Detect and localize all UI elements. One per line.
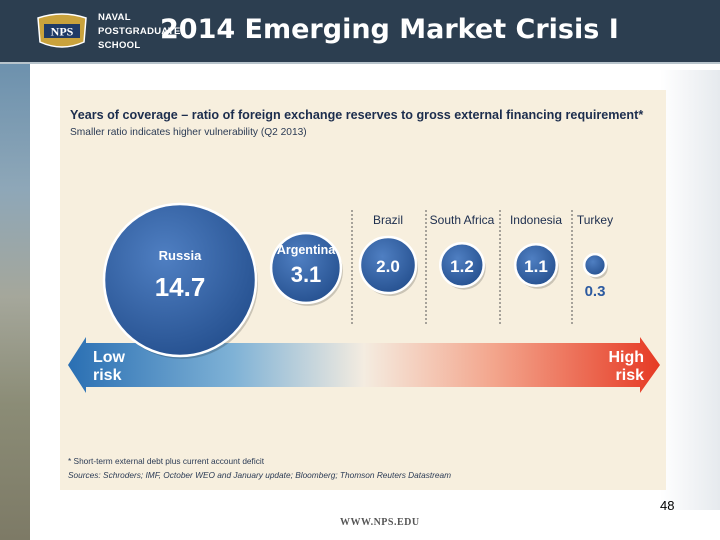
value-label: 3.1: [291, 262, 322, 287]
value-label: 1.1: [524, 257, 548, 276]
value-label: 1.2: [450, 257, 474, 276]
value-label: 2.0: [376, 257, 400, 276]
bubble-brazil: [358, 235, 418, 295]
page-number: 48: [660, 498, 675, 513]
school-name: NAVAL POSTGRADUATE SCHOOL: [98, 11, 181, 53]
category-label: Brazil: [373, 213, 403, 227]
bubble-indonesia: [513, 242, 559, 288]
bubble-russia: [102, 202, 258, 358]
category-label: Indonesia: [510, 213, 562, 227]
high-risk-label: High risk: [608, 349, 644, 384]
campus-photo-strip: [0, 0, 30, 540]
chart-subtitle: Smaller ratio indicates higher vulnerabi…: [70, 127, 307, 138]
bubble-turkey: [582, 252, 608, 278]
slide-title: 2014 Emerging Market Crisis I: [160, 14, 619, 45]
chart-footnote: * Short-term external debt plus current …: [68, 456, 264, 466]
chart-sources: Sources: Schroders; IMF, October WEO and…: [68, 470, 452, 480]
risk-scale-arrow: [68, 337, 660, 393]
slide-header: [0, 0, 720, 64]
school-line: POSTGRADUATE: [98, 26, 181, 37]
school-line: NAVAL: [98, 12, 131, 23]
bubble-argentina: [269, 231, 343, 305]
school-line: SCHOOL: [98, 40, 141, 51]
chart-title: Years of coverage – ratio of foreign exc…: [70, 108, 644, 122]
category-label: Russia: [159, 248, 202, 263]
bubble-chart: Low risk High risk Russia 14.7 Argentina 3.1 Br…: [68, 202, 660, 393]
category-label: South Africa: [430, 213, 495, 227]
footer-url: WWW.NPS.EDU: [340, 517, 420, 528]
value-label: 14.7: [155, 272, 206, 302]
category-label: Argentina: [277, 243, 336, 257]
value-label: 0.3: [585, 283, 606, 300]
logo-text: NPS: [51, 25, 74, 39]
nps-logo: NPS: [37, 13, 87, 48]
bubble-south-africa: [439, 242, 485, 288]
category-label: Turkey: [577, 213, 613, 227]
low-risk-label: Low risk: [93, 349, 126, 384]
chart-panel: Years of coverage – ratio of foreign exc…: [60, 90, 666, 490]
background-pattern: [660, 70, 720, 510]
header-divider: [0, 62, 720, 64]
